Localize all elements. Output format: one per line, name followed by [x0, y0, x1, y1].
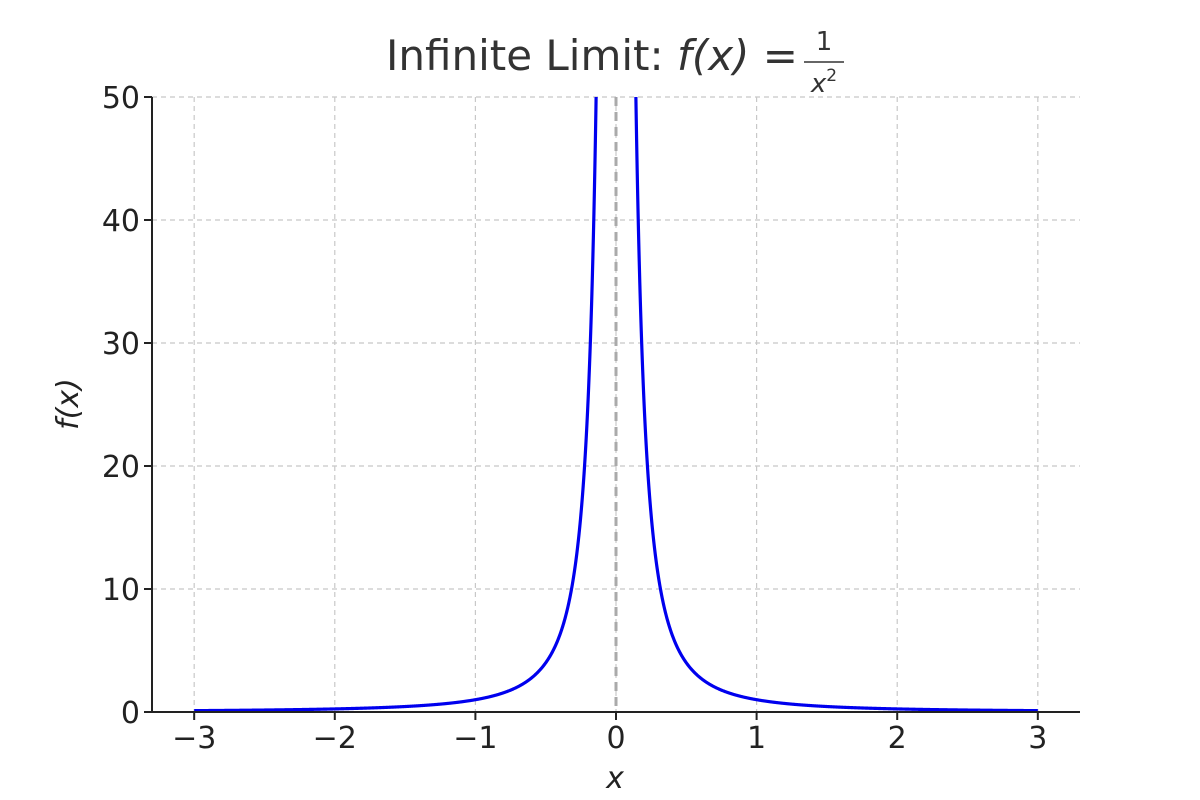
chart-title-function: f(x) = — [677, 31, 798, 80]
x-tick-label: −1 — [453, 721, 497, 756]
chart-title-denominator: x2 — [810, 66, 837, 99]
y-tick-label: 30 — [102, 327, 140, 362]
x-tick-label: −3 — [172, 721, 216, 756]
series-layer — [192, 97, 1040, 713]
y-tick-label: 40 — [102, 204, 140, 239]
chart-title-denominator-base: x — [810, 69, 827, 99]
y-tick-label: 20 — [102, 450, 140, 485]
x-tick-label: 0 — [606, 721, 625, 756]
series-line-right-branch — [634, 97, 1040, 713]
x-tick-label: 3 — [1028, 721, 1047, 756]
chart-title-fraction: 1 x2 — [804, 27, 844, 99]
y-axis-label: f(x) — [51, 378, 86, 430]
x-tick-label: 2 — [888, 721, 907, 756]
x-tick-label: −2 — [313, 721, 357, 756]
chart-title-denominator-exponent: 2 — [826, 66, 837, 86]
chart-title: Infinite Limit: f(x) = — [386, 31, 798, 80]
y-tick-label: 0 — [121, 696, 140, 731]
series-line-left-branch — [192, 97, 598, 713]
x-tick-label: 1 — [747, 721, 766, 756]
y-tick-label: 50 — [102, 81, 140, 116]
x-axis-label: x — [605, 761, 624, 796]
y-tick-label: 10 — [102, 573, 140, 608]
chart-title-numerator: 1 — [816, 27, 833, 57]
chart-title-prefix: Infinite Limit: — [386, 31, 677, 80]
